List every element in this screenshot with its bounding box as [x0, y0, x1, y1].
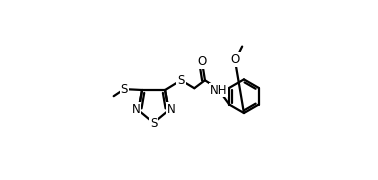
Text: N: N: [132, 103, 140, 116]
Text: S: S: [177, 74, 185, 87]
Text: O: O: [198, 55, 207, 68]
Text: S: S: [150, 117, 157, 130]
Text: N: N: [167, 103, 176, 116]
Text: S: S: [121, 83, 128, 96]
Text: NH: NH: [210, 84, 227, 96]
Text: O: O: [231, 53, 240, 66]
